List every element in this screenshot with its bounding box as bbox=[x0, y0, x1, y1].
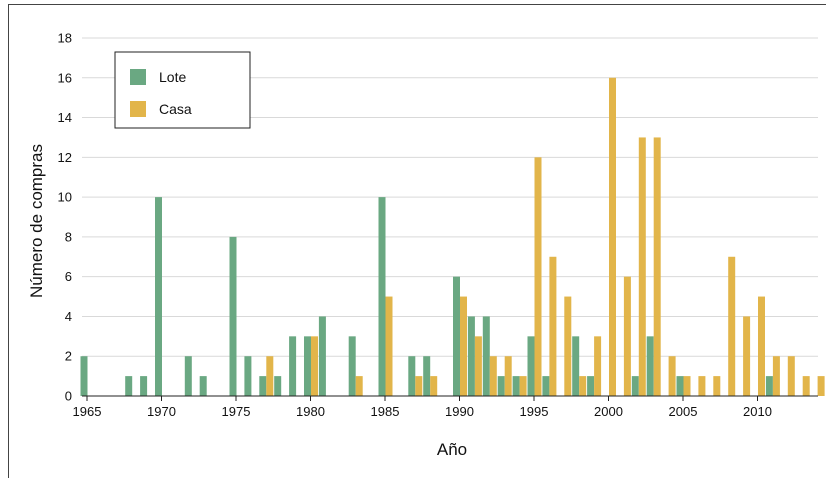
bar-lote-1979 bbox=[289, 336, 297, 396]
y-tick-label: 8 bbox=[65, 229, 72, 244]
x-tick-label: 1975 bbox=[222, 404, 251, 419]
bar-casa-1996 bbox=[549, 256, 557, 396]
bar-lote-1972 bbox=[184, 356, 192, 396]
y-axis-ticks: 0 2 4 6 8 10 12 14 16 18 bbox=[58, 31, 72, 404]
legend-label-casa: Casa bbox=[159, 101, 192, 117]
y-tick-label: 4 bbox=[65, 309, 72, 324]
bar-lote-1990 bbox=[453, 276, 460, 396]
bar-lote-1992 bbox=[482, 316, 490, 396]
y-tick-label: 2 bbox=[65, 349, 72, 364]
gridlines bbox=[82, 37, 818, 357]
legend-swatch-casa bbox=[130, 101, 146, 117]
x-tick-label: 2010 bbox=[743, 404, 772, 419]
bar-casa-1991 bbox=[474, 336, 482, 396]
bar-casa-1992 bbox=[489, 356, 497, 396]
bar-lote-2002 bbox=[631, 376, 639, 396]
bar-casa-1988 bbox=[430, 376, 438, 396]
bar-casa-2010 bbox=[758, 296, 765, 396]
bar-lote-1994 bbox=[512, 376, 520, 396]
bar-lote-1985 bbox=[378, 197, 386, 396]
bar-casa-2002 bbox=[638, 137, 646, 396]
x-tick-label: 2000 bbox=[594, 404, 623, 419]
y-tick-label: 6 bbox=[65, 269, 72, 284]
bars bbox=[80, 77, 825, 397]
x-axis-label: Año bbox=[437, 440, 467, 459]
bar-lote-1988 bbox=[423, 356, 431, 396]
bar-lote-1996 bbox=[542, 376, 550, 396]
bar-casa-2008 bbox=[728, 256, 736, 396]
bar-lote-1998 bbox=[572, 336, 580, 396]
bar-lote-1978 bbox=[274, 376, 282, 396]
legend-label-lote: Lote bbox=[159, 69, 186, 85]
x-axis-ticks: 1965 1970 1975 1980 1985 1990 1995 2000 2005 2010 bbox=[73, 396, 772, 419]
bar-lote-1965 bbox=[80, 356, 88, 396]
bar-casa-2011 bbox=[772, 356, 780, 396]
y-tick-label: 10 bbox=[58, 190, 72, 205]
bar-lote-1987 bbox=[408, 356, 416, 396]
bar-lote-1993 bbox=[497, 376, 505, 396]
bar-casa-1987 bbox=[415, 376, 423, 396]
y-tick-label: 14 bbox=[58, 110, 72, 125]
y-tick-label: 18 bbox=[58, 31, 72, 46]
legend: Lote Casa bbox=[114, 51, 251, 129]
bar-casa-2006 bbox=[698, 376, 706, 396]
bar-casa-1977 bbox=[266, 356, 274, 396]
y-tick-label: 12 bbox=[58, 150, 72, 165]
bar-lote-1968 bbox=[125, 376, 133, 396]
x-tick-label: 2005 bbox=[669, 404, 698, 419]
bar-lote-2005 bbox=[676, 376, 684, 396]
y-tick-label: 0 bbox=[65, 389, 72, 404]
bar-casa-2005 bbox=[683, 376, 691, 396]
bar-casa-2004 bbox=[668, 356, 676, 396]
bar-lote-2003 bbox=[646, 336, 654, 396]
x-tick-label: 1990 bbox=[445, 404, 474, 419]
bar-casa-1995 bbox=[534, 157, 542, 396]
bar-lote-1991 bbox=[467, 316, 475, 396]
bar-lote-1983 bbox=[348, 336, 356, 396]
bar-lote-1977 bbox=[259, 376, 267, 396]
bar-casa-1994 bbox=[519, 376, 527, 396]
x-tick-label: 1995 bbox=[520, 404, 549, 419]
bar-casa-1985 bbox=[385, 296, 393, 396]
frame-top-border bbox=[8, 4, 826, 5]
bar-casa-1998 bbox=[579, 376, 587, 396]
y-axis-label: Número de compras bbox=[27, 144, 46, 298]
y-tick-label: 16 bbox=[58, 70, 72, 85]
bar-casa-2000 bbox=[609, 77, 616, 397]
bar-casa-1999 bbox=[594, 336, 602, 396]
bar-lote-1970 bbox=[155, 197, 162, 396]
x-tick-label: 1985 bbox=[371, 404, 400, 419]
bar-lote-1975 bbox=[229, 236, 237, 396]
bar-casa-2003 bbox=[653, 137, 661, 396]
bar-casa-1980 bbox=[311, 336, 318, 396]
bar-casa-1993 bbox=[504, 356, 512, 396]
x-tick-label: 1980 bbox=[296, 404, 325, 419]
bar-lote-1973 bbox=[199, 376, 207, 396]
bar-lote-1976 bbox=[244, 356, 252, 396]
bar-casa-2009 bbox=[743, 316, 751, 396]
bar-casa-2014 bbox=[817, 376, 825, 396]
bar-lote-1981 bbox=[318, 316, 326, 396]
x-tick-label: 1965 bbox=[73, 404, 102, 419]
bar-lote-2011 bbox=[765, 376, 773, 396]
bar-casa-2012 bbox=[787, 356, 795, 396]
x-tick-label: 1970 bbox=[147, 404, 176, 419]
bar-lote-1969 bbox=[140, 376, 148, 396]
bar-casa-1990 bbox=[460, 296, 467, 396]
bar-lote-1995 bbox=[527, 336, 535, 396]
bar-lote-1999 bbox=[587, 376, 595, 396]
bar-casa-1983 bbox=[355, 376, 363, 396]
legend-swatch-lote bbox=[130, 69, 146, 85]
bar-casa-1997 bbox=[564, 296, 572, 396]
bar-casa-2013 bbox=[802, 376, 810, 396]
bar-casa-2007 bbox=[713, 376, 721, 396]
bar-lote-1980 bbox=[304, 336, 311, 396]
frame-left-border bbox=[8, 4, 9, 478]
bar-casa-2001 bbox=[623, 276, 631, 396]
